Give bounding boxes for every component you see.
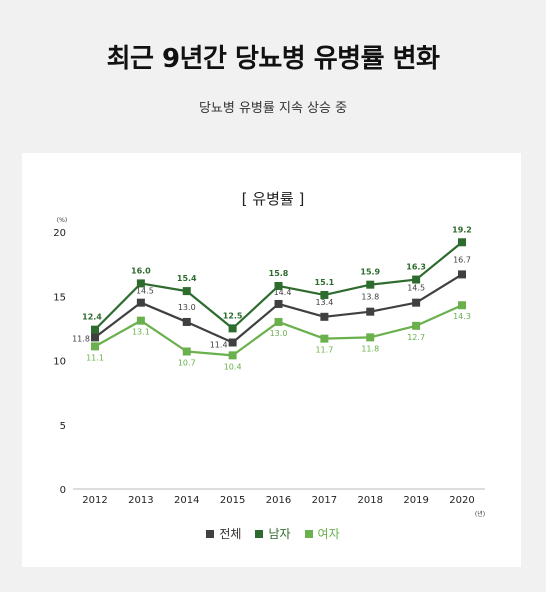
data-label: 16.3 bbox=[406, 263, 426, 272]
data-label: 12.5 bbox=[223, 311, 243, 320]
x-tick-label: 2012 bbox=[82, 495, 107, 506]
legend-item: 여자 bbox=[304, 525, 340, 542]
page-subtitle: 당뇨병 유병률 지속 상승 중 bbox=[198, 101, 348, 116]
data-point bbox=[274, 281, 283, 290]
data-point bbox=[228, 338, 237, 347]
data-label: 16.7 bbox=[453, 255, 471, 264]
data-label: 14.4 bbox=[274, 288, 292, 297]
data-point bbox=[412, 275, 421, 284]
legend-label: 전체 bbox=[219, 527, 242, 541]
data-point bbox=[320, 290, 329, 299]
y-tick-label: 5 bbox=[60, 421, 66, 432]
data-label: 13.1 bbox=[132, 328, 150, 337]
data-point bbox=[458, 270, 466, 279]
data-label: 11.8 bbox=[361, 344, 379, 353]
data-label: 15.1 bbox=[315, 278, 335, 287]
y-tick-label: 0 bbox=[60, 485, 66, 496]
data-point bbox=[182, 347, 191, 356]
x-tick-label: 2014 bbox=[174, 495, 199, 506]
data-label: 10.4 bbox=[224, 362, 242, 371]
legend-swatch bbox=[206, 529, 215, 538]
data-point bbox=[320, 312, 329, 321]
x-tick-label: 2013 bbox=[128, 495, 153, 506]
data-point bbox=[136, 316, 145, 325]
data-point bbox=[91, 325, 99, 334]
data-label: 15.8 bbox=[269, 269, 289, 278]
data-point bbox=[136, 298, 145, 307]
data-point bbox=[182, 287, 191, 296]
data-point bbox=[91, 333, 99, 342]
chart-title: [ 유병률 ] bbox=[242, 190, 305, 208]
legend-item: 전체 bbox=[206, 525, 241, 542]
data-point bbox=[412, 298, 421, 307]
y-axis-unit: (%) bbox=[57, 217, 67, 224]
legend-label: 남자 bbox=[268, 527, 291, 541]
data-label: 14.3 bbox=[453, 312, 471, 321]
data-label: 11.1 bbox=[86, 353, 104, 362]
page-title: 최근 9년간 당뇨병 유병률 변화 bbox=[106, 44, 440, 74]
y-tick-label: 10 bbox=[53, 357, 66, 368]
data-point bbox=[366, 333, 375, 342]
y-tick-label: 20 bbox=[53, 228, 66, 239]
data-label: 14.5 bbox=[407, 284, 425, 293]
data-label: 11.8 bbox=[72, 334, 90, 343]
x-tick-label: 2017 bbox=[312, 495, 337, 506]
data-label: 13.8 bbox=[361, 293, 379, 302]
data-label: 16.0 bbox=[131, 266, 151, 275]
legend-label: 여자 bbox=[317, 527, 340, 541]
chart-legend: 전체 남자 여자 bbox=[0, 525, 546, 542]
data-point bbox=[320, 334, 329, 343]
data-label: 11.4 bbox=[210, 341, 228, 350]
legend-swatch bbox=[304, 529, 313, 538]
x-axis-unit: (년) bbox=[475, 510, 485, 518]
data-label: 14.5 bbox=[136, 287, 154, 296]
x-tick-label: 2020 bbox=[449, 495, 474, 506]
x-tick-label: 2019 bbox=[403, 495, 428, 506]
data-point bbox=[228, 351, 237, 360]
x-tick-label: 2015 bbox=[220, 495, 245, 506]
data-label: 19.2 bbox=[452, 225, 472, 234]
data-point bbox=[366, 280, 375, 289]
data-label: 13.0 bbox=[270, 329, 288, 338]
data-point bbox=[458, 301, 466, 310]
data-label: 15.9 bbox=[360, 268, 380, 277]
data-point bbox=[412, 321, 421, 330]
data-label: 15.4 bbox=[177, 274, 197, 283]
data-label: 11.7 bbox=[315, 346, 333, 355]
legend-item: 남자 bbox=[255, 525, 291, 542]
data-label: 10.7 bbox=[178, 359, 196, 368]
data-label: 12.7 bbox=[407, 333, 425, 342]
data-point bbox=[91, 342, 99, 351]
legend-swatch bbox=[255, 529, 264, 538]
data-point bbox=[274, 299, 283, 308]
data-point bbox=[366, 307, 375, 316]
data-label: 13.4 bbox=[315, 298, 333, 307]
x-tick-label: 2018 bbox=[358, 495, 383, 506]
data-point bbox=[274, 317, 283, 326]
y-tick-label: 15 bbox=[53, 292, 66, 303]
data-point bbox=[136, 279, 145, 288]
data-point bbox=[182, 317, 191, 326]
data-label: 13.0 bbox=[178, 303, 196, 312]
data-point bbox=[458, 238, 466, 247]
data-point bbox=[228, 324, 237, 333]
x-tick-label: 2016 bbox=[266, 495, 291, 506]
data-label: 12.4 bbox=[82, 313, 102, 322]
chart-card bbox=[22, 153, 521, 567]
